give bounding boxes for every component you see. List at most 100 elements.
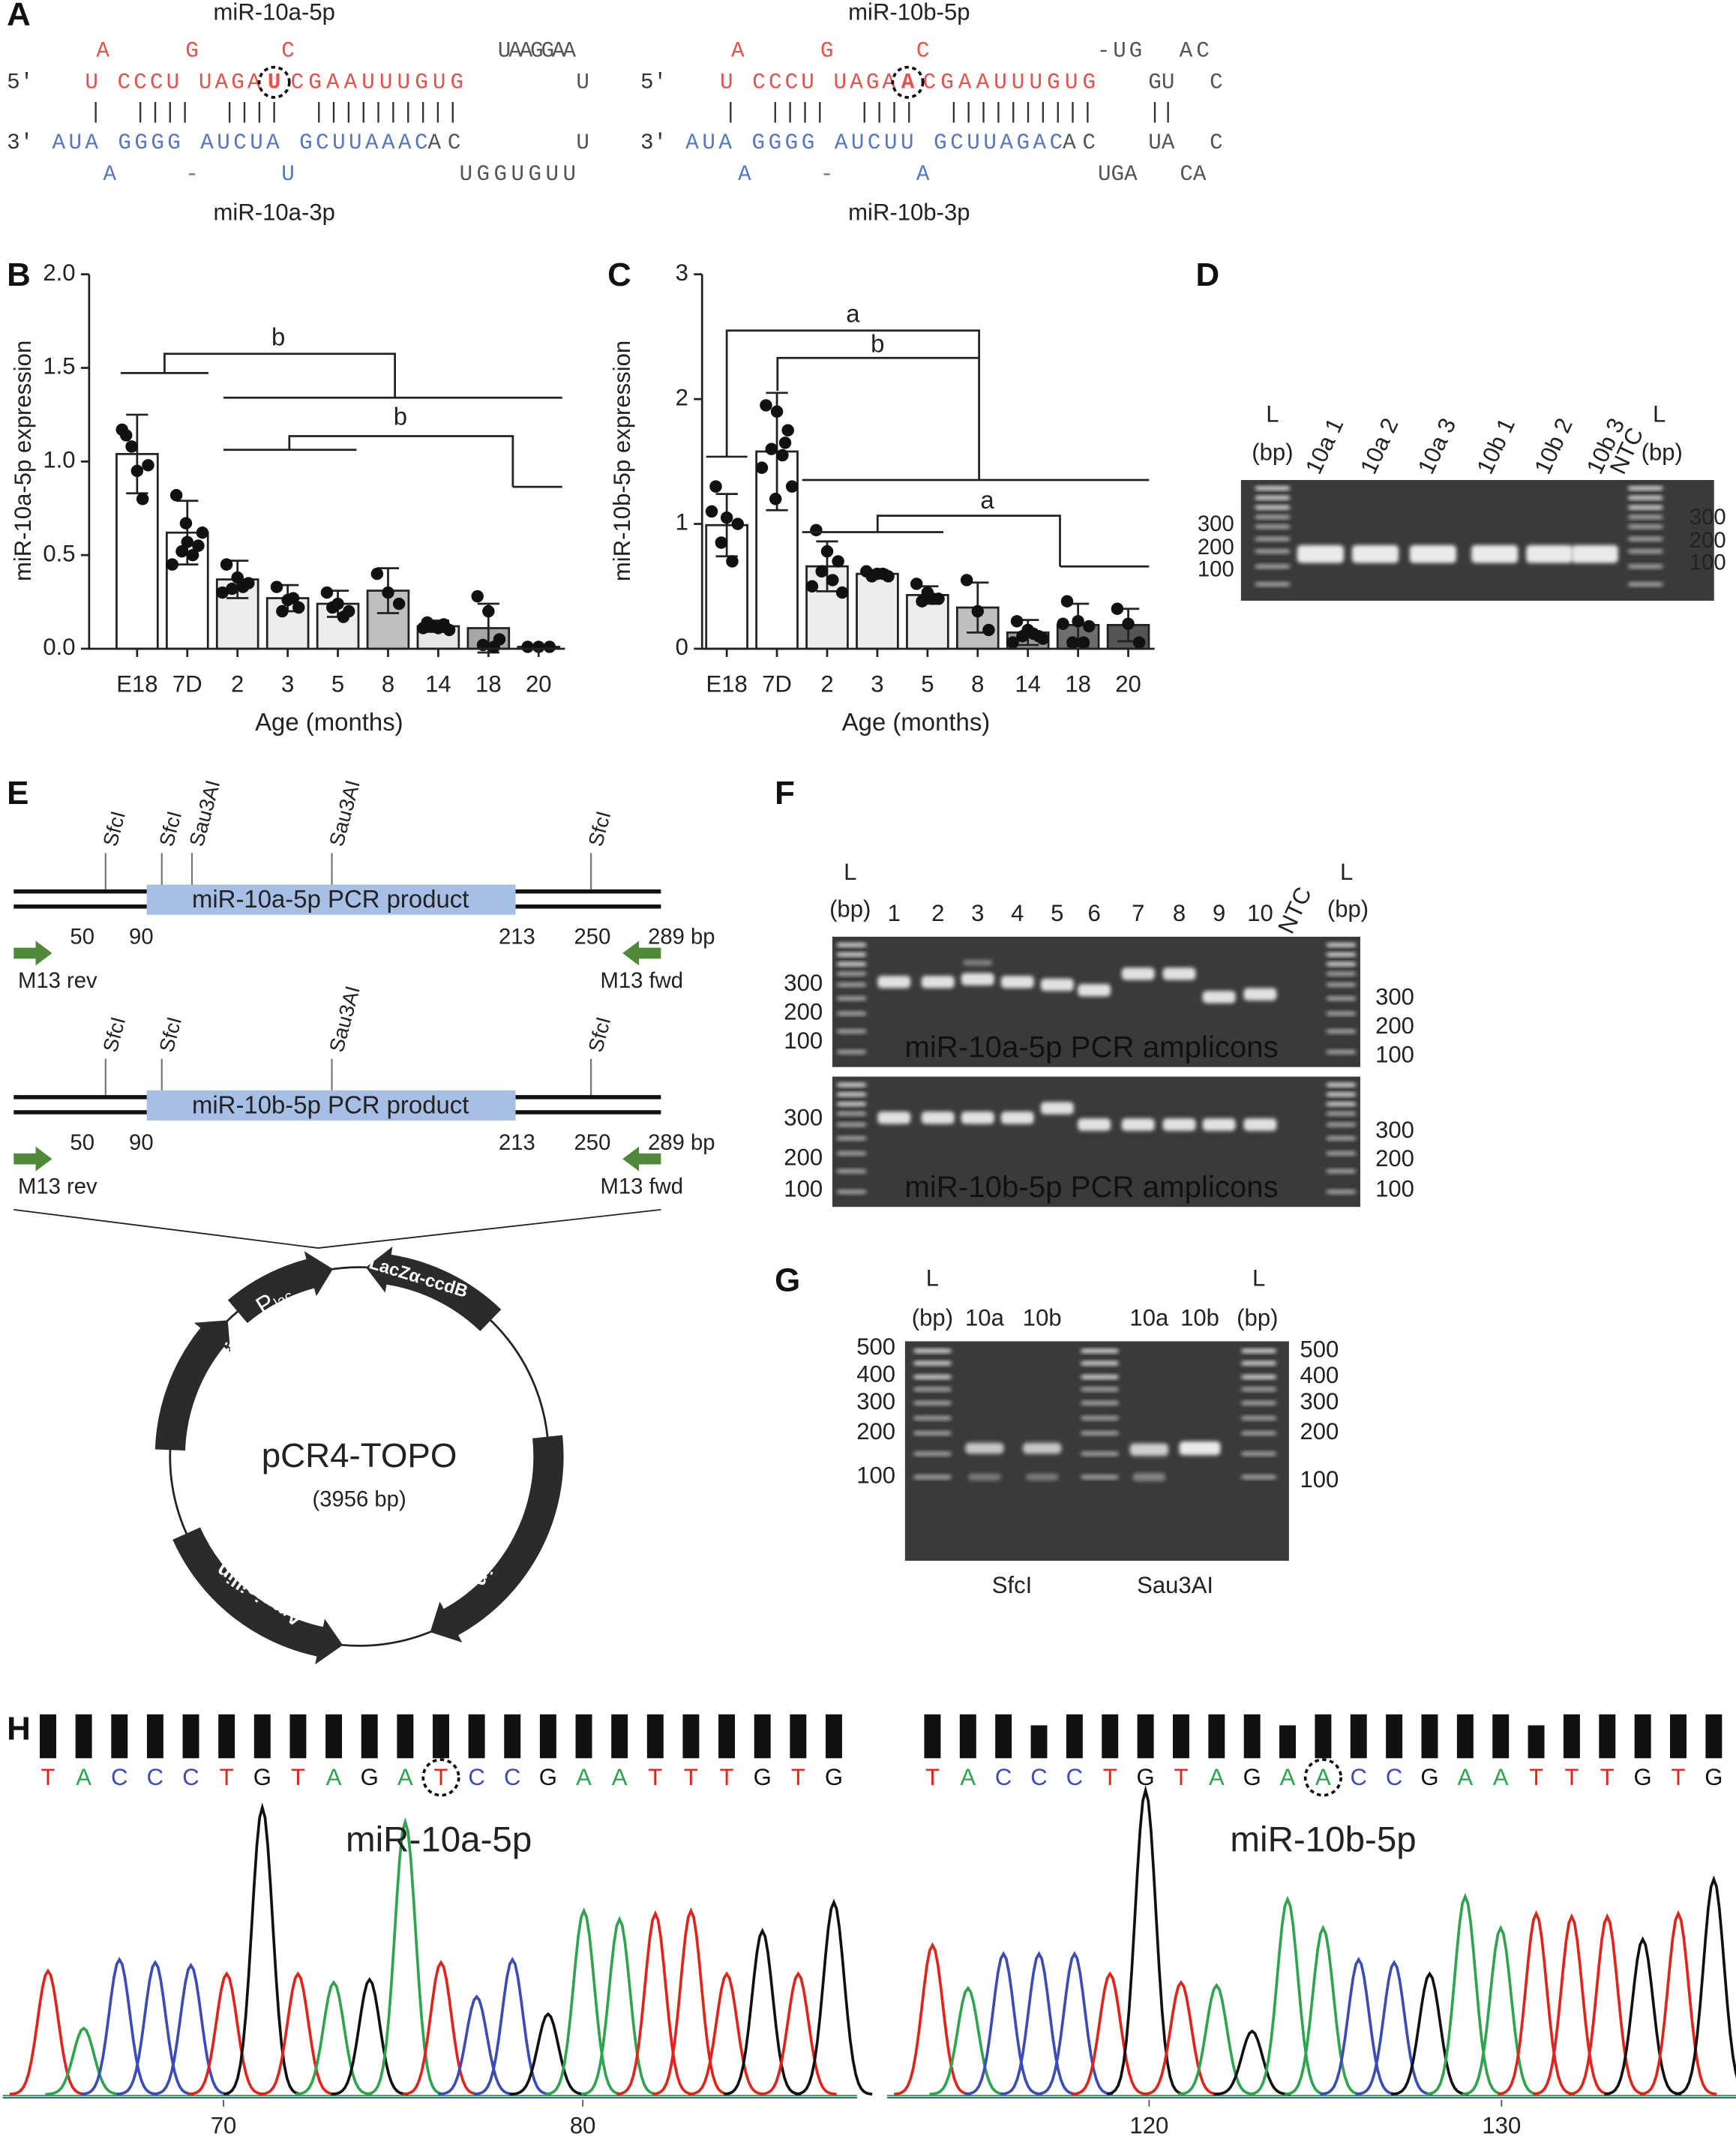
data-point: [286, 592, 300, 604]
trace-peak: [1498, 1910, 1575, 2096]
label: (bp): [912, 1304, 953, 1330]
gel-band: [1080, 1360, 1120, 1366]
x-axis-label: Age (months): [255, 708, 403, 736]
trace-peak: [1285, 1924, 1362, 2096]
gel-band: [1326, 1168, 1357, 1174]
trace-peak: [1036, 1951, 1114, 2096]
y-tick-label: 2: [676, 384, 688, 410]
plasmid-size: (3956 bp): [312, 1487, 406, 1511]
size-label: 300: [1198, 512, 1234, 536]
data-point: [216, 586, 229, 599]
data-point: [196, 526, 209, 539]
gel-band: [1000, 976, 1034, 988]
position-label: 50: [70, 1131, 94, 1155]
site-label: Sau3AI: [325, 778, 364, 849]
base-call: C: [1030, 1764, 1047, 1790]
panel-label: G: [775, 1262, 800, 1298]
gel-band: [913, 1451, 952, 1456]
base-call: C: [182, 1764, 199, 1790]
trace-peak: [1071, 1971, 1149, 2096]
base-call: G: [361, 1764, 379, 1790]
position-label: 250: [574, 926, 611, 950]
sequence: U: [576, 130, 589, 155]
bar: [856, 572, 899, 650]
gel-band: [836, 1011, 867, 1016]
insert-label: miR-10b-5p PCR product: [192, 1090, 469, 1118]
quality-bar: [504, 1714, 521, 1759]
trace-peak: [116, 1960, 194, 2096]
gel-band: [1471, 544, 1519, 563]
base-call: G: [1634, 1764, 1652, 1790]
size-label: 200: [1375, 1012, 1414, 1039]
base-call: G: [1420, 1764, 1438, 1790]
gel-band: [913, 1360, 952, 1366]
gel-label: miR-10b-5p PCR amplicons: [904, 1170, 1278, 1204]
data-point: [179, 517, 193, 530]
gel-band: [1351, 544, 1399, 563]
data-point: [437, 618, 450, 631]
panel-label: E: [7, 775, 28, 812]
sequence: 3': [640, 130, 667, 155]
lane-label: 10b 1: [1471, 414, 1520, 478]
trace-peak: [259, 1971, 337, 2096]
quality-bar: [1137, 1714, 1154, 1759]
gel-band: [1240, 1360, 1277, 1366]
trace-peak: [688, 1971, 766, 2096]
gel-band: [1627, 549, 1664, 554]
sequence: AC: [1180, 38, 1210, 63]
data-point: [169, 489, 183, 502]
quality-bar: [825, 1714, 842, 1759]
data-point: [1072, 615, 1084, 628]
size-label: 400: [1300, 1362, 1339, 1388]
gel-band: [1202, 1118, 1236, 1131]
sequence: UGA: [1098, 162, 1138, 187]
sequence: -: [185, 162, 199, 187]
lane-label: 9: [1213, 900, 1225, 926]
gel-band: [1255, 582, 1291, 586]
data-point: [136, 493, 149, 506]
trace-peak: [1142, 1980, 1220, 2096]
position-label: 213: [499, 1131, 535, 1155]
significance-label: b: [394, 402, 407, 430]
sequence: UGGUGUU: [460, 162, 576, 187]
x-tick-label: 3: [281, 671, 294, 698]
data-point: [487, 640, 500, 653]
x-tick-label: 3: [871, 671, 883, 698]
gel-band: [1409, 544, 1456, 563]
quality-bar: [995, 1714, 1012, 1759]
trace-peak: [545, 1906, 622, 2096]
data-point: [832, 555, 844, 568]
site-label: SfcI: [98, 1014, 130, 1054]
primer-arrow: [622, 1146, 661, 1172]
quality-bar: [75, 1714, 92, 1759]
position-label: 90: [129, 926, 154, 950]
sequence: | |||| |||| ||||||||||: [724, 100, 1094, 125]
gel-band: [967, 1473, 1001, 1481]
size-label: 200: [856, 1418, 895, 1444]
lane-label: 10a: [1129, 1304, 1169, 1330]
gel-band: [1023, 1442, 1062, 1454]
panel-label: B: [7, 256, 31, 293]
trace-peak: [1568, 1912, 1646, 2096]
gel-band: [836, 943, 867, 947]
quality-bar: [146, 1714, 163, 1759]
insert-lines: [13, 1208, 661, 1249]
quality-bar: [433, 1714, 449, 1759]
position-label: 90: [129, 1131, 154, 1155]
lane-label: 7: [1132, 900, 1144, 926]
base-call: G: [754, 1764, 772, 1790]
quality-bar: [1208, 1714, 1225, 1759]
lane-label: NTC: [1273, 883, 1317, 938]
quality-bar: [1350, 1714, 1367, 1759]
gel-band: [1243, 988, 1277, 1000]
data-point: [769, 493, 782, 506]
base-call: A: [326, 1764, 342, 1790]
quality-bar: [1634, 1714, 1651, 1759]
data-point: [731, 518, 745, 530]
data-point: [471, 590, 484, 603]
data-point: [815, 565, 828, 578]
insert-label: miR-10a-5p PCR product: [192, 885, 469, 913]
gel-band: [1080, 1387, 1120, 1392]
x-tick-label: 120: [1129, 2112, 1168, 2138]
quality-bar: [682, 1714, 700, 1759]
